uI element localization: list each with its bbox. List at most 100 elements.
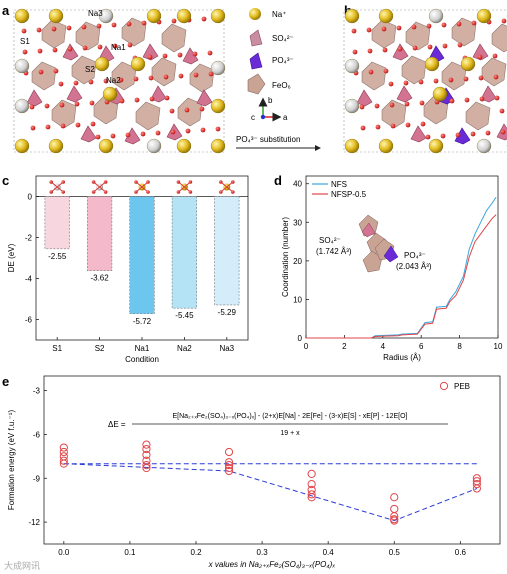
so4-tetrahedron bbox=[80, 125, 97, 143]
sodium-atom bbox=[210, 138, 226, 154]
oxygen-atom bbox=[134, 97, 140, 103]
oxygen-atom bbox=[88, 79, 94, 85]
po4-tetrahedron bbox=[383, 245, 399, 263]
chart-c-ytick-label: -4 bbox=[25, 275, 33, 284]
chart-e-xlabel: x values in Na₂₊ₓFe₂(SO₄)₃₋ₓ(PO₄)ₓ bbox=[208, 560, 336, 569]
panel-d-letter: d bbox=[274, 173, 282, 188]
chart-d-ytick-label: 40 bbox=[293, 180, 302, 189]
sodium-atom bbox=[146, 138, 162, 154]
oxygen-atom bbox=[125, 132, 131, 138]
chart-e-ylabel: Formation energy (eV f.u.⁻¹) bbox=[7, 410, 16, 511]
chart-e-point bbox=[307, 480, 316, 489]
sodium-atom bbox=[14, 98, 30, 114]
chart-e-point bbox=[59, 443, 68, 452]
oxygen-atom bbox=[162, 53, 168, 59]
sodium-atom bbox=[344, 138, 360, 154]
sodium-atom bbox=[378, 138, 394, 154]
oxygen-atom bbox=[368, 69, 374, 75]
oxygen-atom bbox=[30, 125, 36, 131]
chart-d-xtick-label: 4 bbox=[381, 342, 386, 351]
sodium-atom bbox=[476, 138, 492, 154]
legend-so4-label: SO₄²⁻ bbox=[272, 34, 294, 43]
oxygen-atom bbox=[89, 100, 95, 106]
sodium-atom bbox=[48, 8, 64, 24]
oxygen-atom bbox=[499, 108, 505, 114]
so4-tetrahedron bbox=[124, 127, 141, 145]
oxygen-atom bbox=[471, 20, 477, 26]
sodium-atom bbox=[210, 60, 226, 76]
sodium-atom bbox=[424, 56, 440, 72]
site-label-s1: S1 bbox=[20, 37, 30, 46]
chart-d-ylabel: Coordination (number) bbox=[281, 217, 290, 297]
chart-d-annotation-so4: SO₄²⁻ bbox=[319, 236, 341, 245]
chart-c-xtick-label: Na3 bbox=[219, 344, 234, 353]
sodium-atom bbox=[460, 56, 476, 72]
chart-e-hull-line bbox=[63, 463, 478, 522]
oxygen-atom bbox=[185, 128, 191, 134]
sodium-atom bbox=[428, 138, 444, 154]
oxygen-atom bbox=[470, 131, 476, 137]
feo6-octahedron bbox=[31, 61, 57, 91]
oxygen-atom bbox=[51, 26, 57, 32]
chart-d-ytick-label: 10 bbox=[293, 295, 302, 304]
chart-d-annotation-so4-volume: (1.742 Å³) bbox=[316, 247, 352, 256]
oxygen-atom bbox=[500, 129, 506, 135]
chart-e-point bbox=[307, 469, 316, 478]
legend-po4-item: PO₄³⁻ bbox=[249, 52, 294, 70]
axis-a-label: a bbox=[283, 113, 288, 122]
chart-c-xtick-label: S2 bbox=[95, 344, 105, 353]
chart-e-point bbox=[390, 516, 399, 525]
oxygen-atom bbox=[44, 103, 50, 109]
oxygen-atom bbox=[403, 80, 409, 86]
chart-e-point bbox=[142, 440, 151, 449]
structure-legend: Na⁺ SO₄²⁻ PO₄³⁻ FeO₆ b c a PO₄³⁻ substit… bbox=[236, 8, 321, 151]
sodium-atom bbox=[344, 58, 360, 74]
chart-e-xtick-label: 0.2 bbox=[190, 548, 202, 557]
oxygen-atom bbox=[449, 98, 455, 104]
oxygen-atom bbox=[91, 180, 96, 184]
oxygen-atom bbox=[396, 25, 402, 31]
oxygen-atom bbox=[494, 95, 500, 101]
chart-c-bar bbox=[44, 196, 70, 250]
chart-e-point bbox=[224, 458, 234, 467]
sodium-atom bbox=[48, 138, 64, 154]
oxygen-atom bbox=[103, 78, 109, 84]
oxygen-atom bbox=[134, 190, 138, 194]
feo6-octahedron bbox=[465, 101, 491, 131]
chart-d-ytick-label: 20 bbox=[293, 257, 302, 266]
legend-na-item: Na⁺ bbox=[249, 8, 286, 20]
chart-c-ytick-label: 0 bbox=[28, 193, 33, 202]
legend-feo6-item: FeO₆ bbox=[247, 73, 291, 95]
oxygen-atom bbox=[184, 107, 190, 113]
chart-e-point bbox=[472, 484, 481, 493]
oxygen-atom bbox=[351, 28, 357, 34]
oxygen-atom bbox=[146, 190, 150, 194]
oxygen-atom bbox=[457, 42, 463, 48]
oxygen-atom bbox=[112, 43, 118, 49]
po4-tetrahedron bbox=[454, 127, 471, 145]
oxygen-atom bbox=[420, 121, 426, 127]
oxygen-atom bbox=[381, 26, 387, 32]
chart-c-bar bbox=[129, 196, 155, 315]
chart-e-xtick-label: 0.3 bbox=[257, 548, 269, 557]
chart-e-point bbox=[307, 493, 316, 502]
oxygen-atom bbox=[75, 122, 81, 128]
chart-d-series-line-nfs bbox=[306, 196, 497, 339]
oxygen-atom bbox=[178, 73, 184, 79]
feo6-octahedron bbox=[362, 250, 383, 273]
sodium-atom bbox=[210, 8, 226, 24]
sodium-atom bbox=[344, 8, 360, 24]
oxygen-atom bbox=[90, 121, 96, 127]
chart-d-annotation-po4-volume: (2.043 Å³) bbox=[396, 262, 432, 271]
chart-e-xtick-label: 0.0 bbox=[58, 548, 70, 557]
oxygen-atom bbox=[171, 18, 177, 24]
so4-tetrahedron bbox=[361, 222, 376, 238]
chart-c-xtick-label: Na2 bbox=[177, 344, 192, 353]
chart-e: 0.0 0.1 0.2 0.3 0.4 0.5 0.6 -3 -6 -9 -12 PEB ΔE = E[N… bbox=[7, 375, 501, 569]
chart-e-point bbox=[472, 480, 481, 489]
oxygen-atom bbox=[74, 101, 80, 107]
c-axis-dot bbox=[260, 114, 266, 120]
oxygen-atom bbox=[82, 45, 88, 51]
feo6-octahedron bbox=[161, 23, 187, 53]
